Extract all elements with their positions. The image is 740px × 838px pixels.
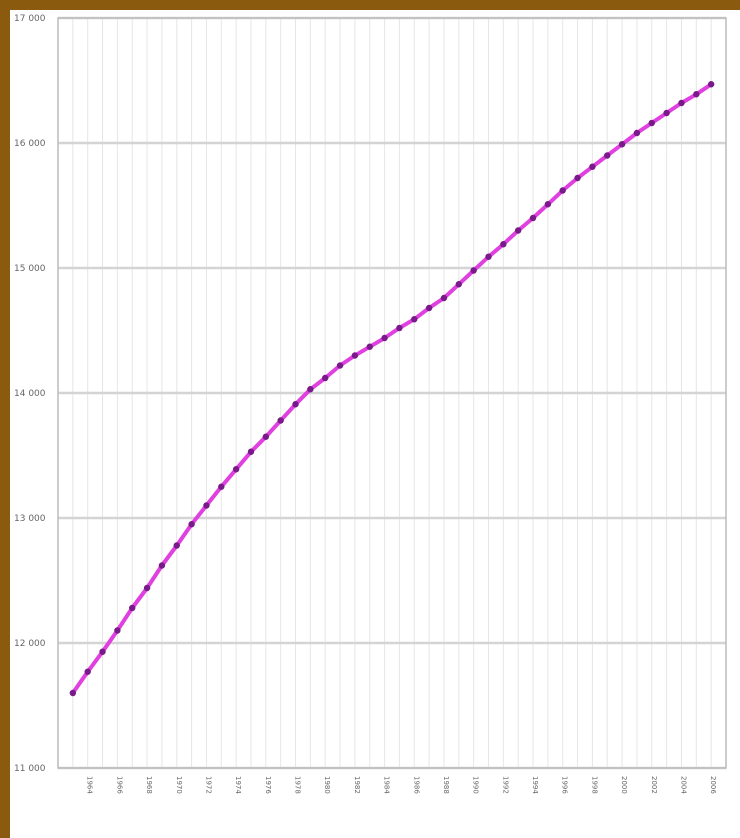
data-point	[633, 129, 641, 137]
data-point	[129, 604, 136, 612]
data-point	[336, 362, 344, 369]
data-point	[158, 562, 166, 569]
y-tick-label: 13 000	[14, 514, 46, 524]
data-point	[307, 386, 314, 393]
x-tick-label: 1978	[294, 776, 302, 794]
y-tick-label: 14 000	[14, 389, 46, 399]
data-point	[440, 294, 448, 302]
x-tick-label: 1972	[204, 776, 212, 794]
x-tick-label: 2000	[620, 776, 628, 794]
data-point	[648, 119, 655, 127]
x-tick-label: 1984	[383, 776, 391, 794]
data-point	[277, 417, 284, 424]
line-chart: 11 000 12 000 13 000 14 000 15 000 16 000 17 0…	[14, 14, 727, 794]
x-tick-label: 1994	[531, 776, 539, 794]
data-point	[604, 152, 611, 159]
y-axis-tick-labels: 11 000 12 000 13 000 14 000 15 000 16 000 17 0…	[14, 14, 46, 774]
x-tick-label: 1968	[145, 776, 153, 794]
data-point	[99, 648, 106, 655]
x-tick-label: 1982	[353, 776, 361, 794]
data-point	[574, 174, 581, 182]
data-point	[188, 521, 195, 528]
x-tick-label: 1964	[86, 776, 94, 794]
data-point	[529, 214, 537, 222]
x-tick-label: 1974	[234, 776, 242, 794]
x-tick-label: 1992	[501, 776, 509, 794]
data-point	[114, 627, 121, 634]
data-point	[559, 187, 566, 194]
x-tick-label: 1988	[442, 776, 450, 794]
data-point	[411, 316, 418, 323]
x-tick-label: 1980	[323, 776, 331, 794]
y-tick-label: 12 000	[14, 639, 46, 649]
data-point	[262, 433, 270, 440]
x-tick-label: 1998	[590, 776, 598, 794]
horizontal-gridlines	[58, 16, 726, 770]
data-point	[618, 141, 626, 148]
data-point	[351, 352, 359, 359]
x-tick-label: 1986	[412, 776, 420, 794]
data-point	[470, 267, 477, 274]
chart-frame: 11 000 12 000 13 000 14 000 15 000 16 000 17 0…	[10, 10, 740, 838]
data-point	[69, 689, 77, 697]
y-tick-label: 16 000	[14, 139, 46, 149]
y-tick-label: 11 000	[14, 764, 46, 774]
data-point	[425, 304, 433, 312]
y-tick-label: 15 000	[14, 264, 46, 274]
data-point	[84, 668, 91, 675]
plot-area-border	[57, 17, 727, 769]
data-point	[173, 542, 180, 549]
x-tick-label: 2006	[709, 776, 717, 794]
x-tick-label: 2004	[679, 776, 687, 794]
x-axis-tick-labels: 1964 1966 1968 1970 1972 1974 1976 1978 1980 1982…	[86, 776, 717, 794]
x-tick-label: 1990	[472, 776, 480, 794]
y-tick-label: 17 000	[14, 14, 46, 24]
data-point	[292, 401, 299, 408]
data-point	[678, 99, 685, 107]
data-point	[322, 374, 329, 382]
data-point	[663, 109, 670, 117]
data-point	[589, 163, 596, 170]
data-point	[544, 201, 552, 208]
x-tick-label: 1996	[561, 776, 569, 794]
data-point	[143, 584, 151, 592]
x-tick-label: 1976	[264, 776, 272, 794]
data-point	[500, 241, 507, 248]
x-tick-label: 1970	[175, 776, 183, 794]
data-point	[693, 91, 700, 98]
data-point	[232, 466, 240, 473]
data-point	[396, 324, 403, 332]
data-point	[455, 281, 462, 288]
series-line	[71, 82, 713, 695]
data-point	[203, 502, 210, 509]
series-group	[69, 81, 715, 697]
x-tick-label: 2002	[650, 776, 658, 794]
data-point	[247, 448, 255, 455]
data-point	[485, 253, 492, 260]
data-point	[218, 483, 225, 490]
data-point	[366, 343, 373, 350]
x-tick-label: 1966	[115, 776, 123, 794]
data-point	[381, 334, 388, 342]
data-point	[707, 81, 715, 88]
data-point	[514, 227, 522, 234]
